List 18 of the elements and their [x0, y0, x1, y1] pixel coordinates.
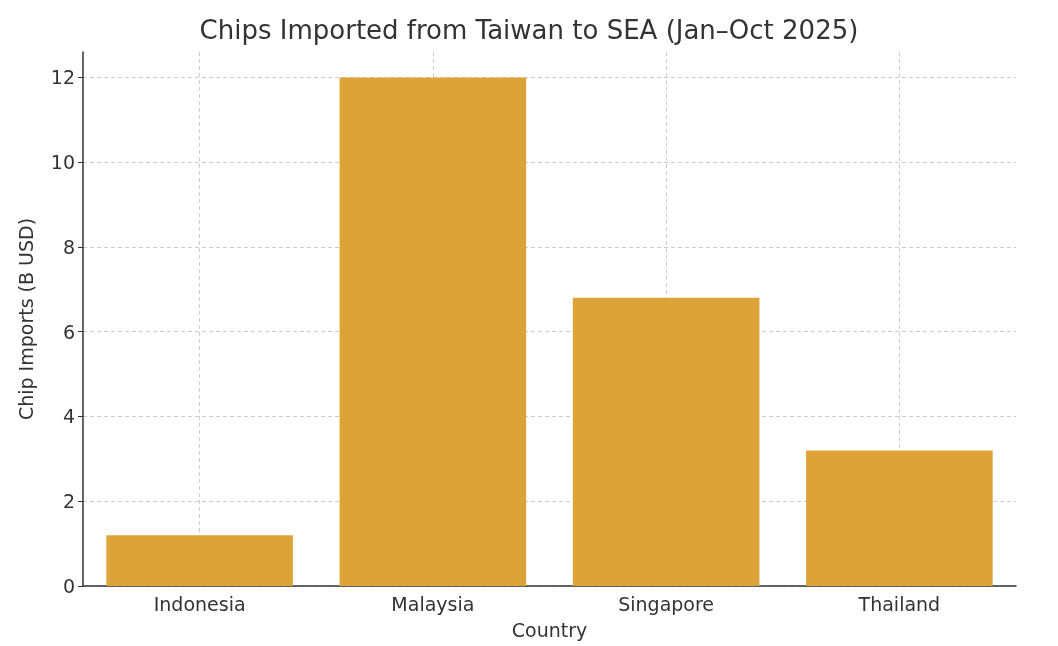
y-tick-label: 8 [62, 235, 75, 258]
y-tick-label: 0 [62, 575, 75, 597]
y-axis-title: Chip Imports (B USD) [14, 217, 37, 421]
y-tick-label: 12 [50, 66, 75, 89]
bar [106, 535, 293, 586]
y-tick-label: 2 [62, 490, 75, 513]
chart-title: Chips Imported from Taiwan to SEA (Jan–Oct 2025) [199, 15, 859, 45]
bar [806, 450, 993, 586]
x-tick-label: Singapore [618, 592, 715, 615]
bar [339, 77, 527, 586]
x-tick-label: Indonesia [153, 592, 246, 615]
bar [572, 297, 760, 586]
x-tick-label: Malaysia [391, 592, 475, 615]
y-tick-label: 6 [62, 320, 75, 343]
y-tick-label: 4 [62, 405, 75, 428]
x-tick-label: Thailand [857, 592, 941, 615]
y-tick-label: 10 [50, 151, 75, 174]
x-axis-title: Country [511, 618, 588, 641]
